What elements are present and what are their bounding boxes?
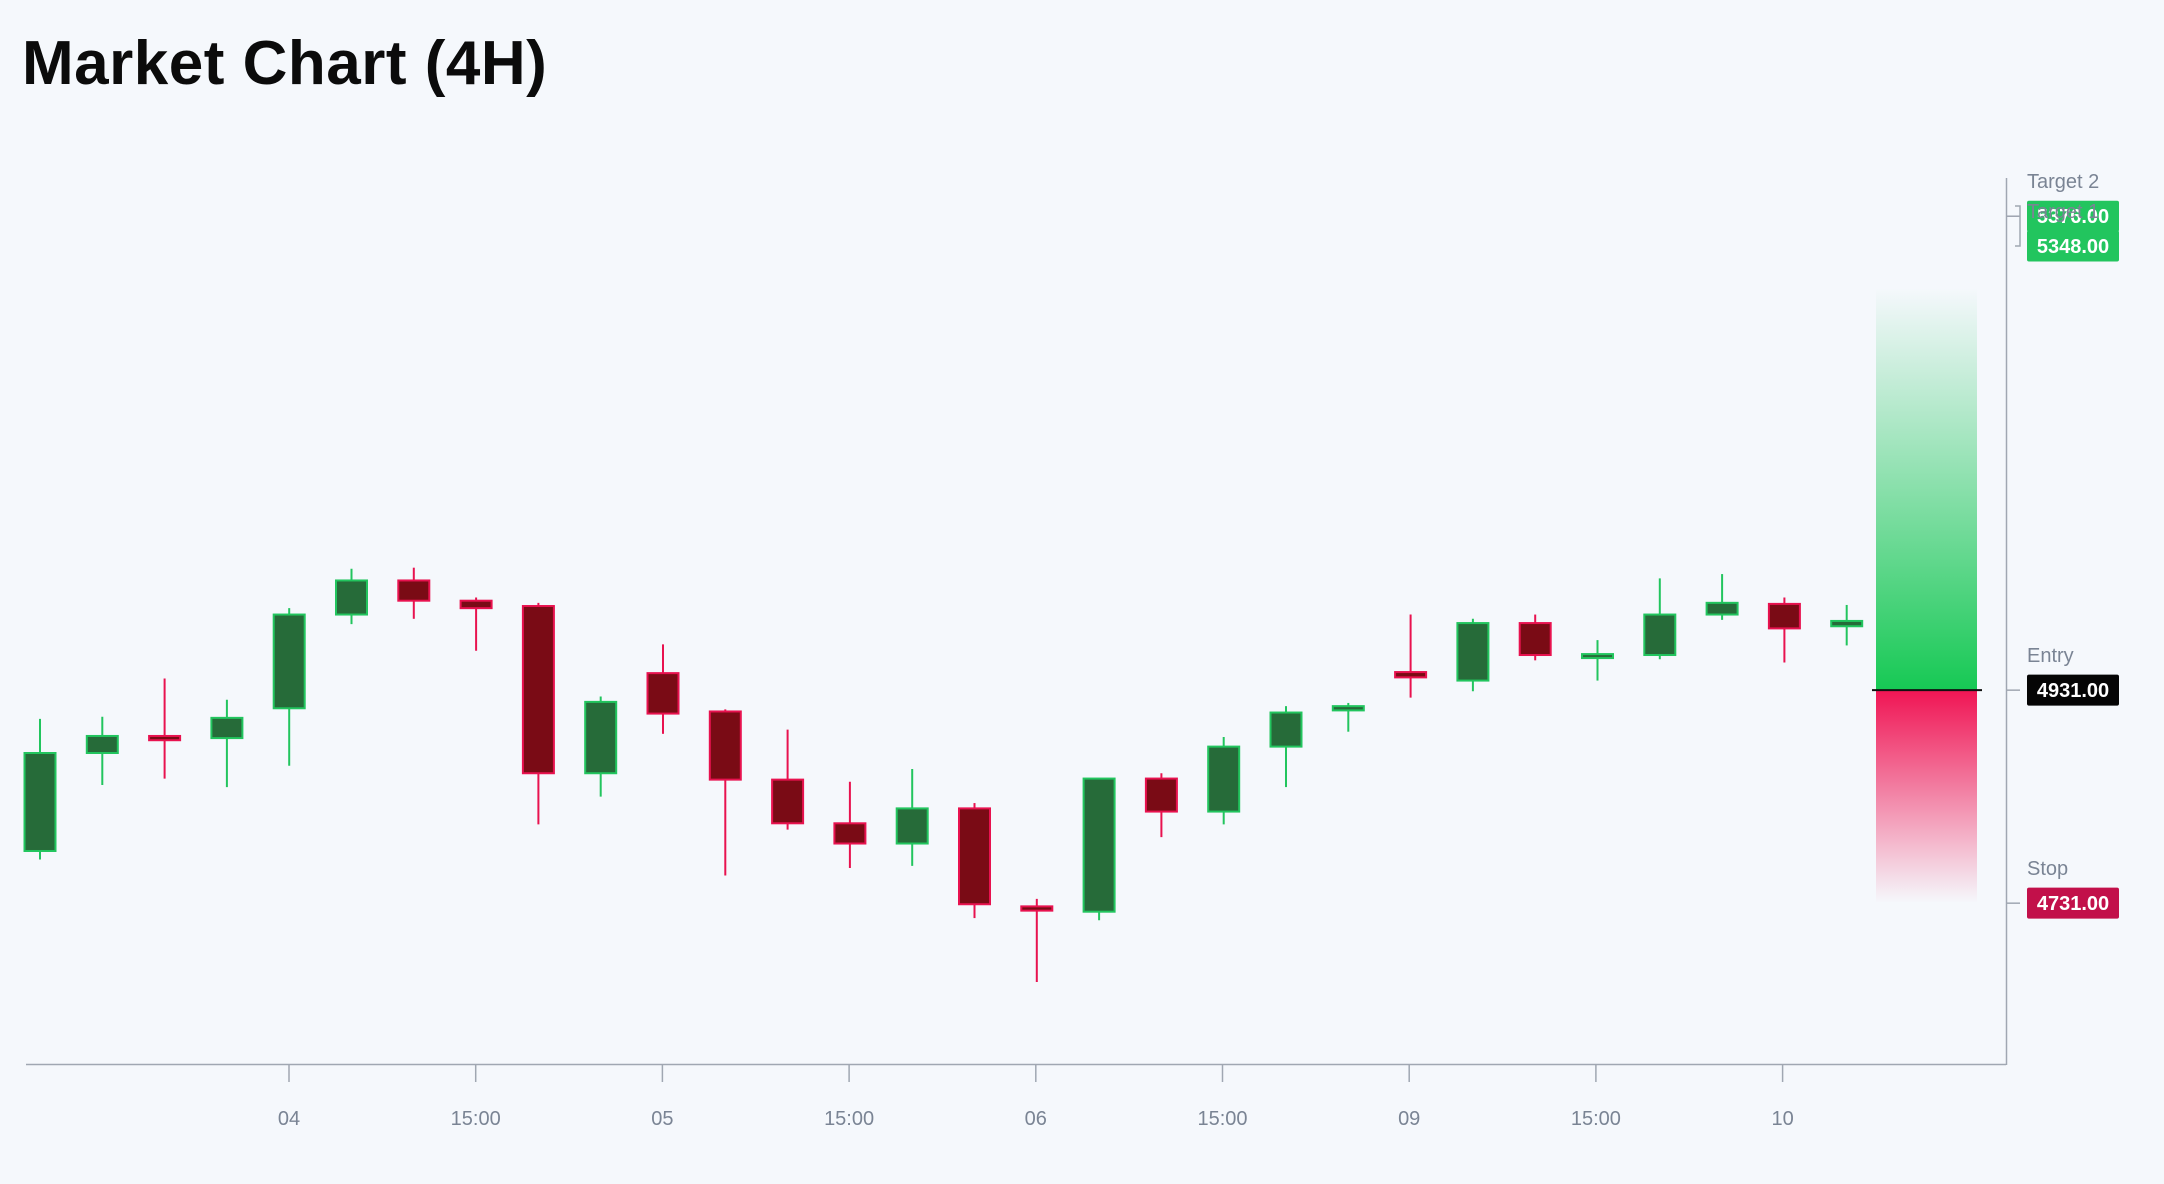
bearish-candle [1518, 614, 1552, 661]
candle-body [1581, 653, 1614, 660]
level-name-stop: Stop [2027, 858, 2068, 880]
candle-body [1767, 602, 1801, 630]
bearish-candle [1767, 597, 1801, 663]
bearish-candle [708, 709, 742, 876]
candle-body [23, 752, 57, 852]
x-tick-label: 10 [1771, 1108, 1793, 1130]
risk-zone [1876, 690, 1977, 904]
candle-body [958, 807, 991, 906]
bullish-candle [85, 716, 119, 785]
bullish-candle [210, 699, 244, 788]
bearish-candle [1394, 614, 1428, 698]
bullish-candle [1643, 578, 1677, 660]
bearish-candle [646, 644, 680, 734]
candle-body [1207, 745, 1241, 813]
bearish-candle [771, 729, 805, 830]
candle-body [584, 700, 618, 775]
candle-body [895, 807, 929, 845]
x-tick-label: 15:00 [1197, 1108, 1247, 1130]
candles [23, 567, 1864, 982]
level-name-target2: Target 2 [2027, 171, 2099, 193]
level-value-stop: 4731.00 [2037, 893, 2109, 915]
bearish-candle [459, 597, 493, 651]
candle-body [833, 822, 867, 845]
bearish-candle [148, 678, 182, 779]
bullish-candle [584, 696, 618, 797]
bullish-candle [1705, 574, 1739, 620]
x-tick-label: 04 [278, 1108, 300, 1130]
x-tick-label: 15:00 [824, 1108, 874, 1130]
reward-zone [1876, 288, 1977, 691]
candle-body [1643, 613, 1677, 657]
bullish-candle [1269, 706, 1303, 788]
candle-body [335, 579, 368, 616]
bullish-candle [1207, 737, 1241, 825]
candle-body [1705, 601, 1739, 616]
bearish-candle [521, 602, 555, 825]
x-tick-label: 15:00 [451, 1108, 501, 1130]
level-value-target1: 5348.00 [2037, 236, 2109, 258]
bearish-candle [833, 781, 867, 869]
bullish-candle [1456, 618, 1490, 692]
candle-body [1518, 622, 1552, 657]
candle-body [397, 579, 431, 602]
candle-body [1082, 777, 1116, 913]
candle-body [1144, 777, 1178, 813]
level-value-entry: 4931.00 [2037, 680, 2109, 702]
level-value-target2: 5376.00 [2037, 206, 2109, 228]
candle-body [1269, 711, 1303, 748]
bearish-candle [1144, 773, 1178, 838]
candle-body [210, 716, 244, 740]
level-name-target1: Target 1 [2027, 201, 2099, 223]
x-tick-label: 06 [1025, 1108, 1047, 1130]
candle-body [521, 605, 555, 775]
x-tick-label: 15:00 [1571, 1108, 1621, 1130]
bullish-candle [895, 768, 929, 866]
x-tick-label: 05 [651, 1108, 673, 1130]
bullish-candle [272, 608, 306, 766]
bearish-candle [397, 567, 431, 619]
level-badge-target2 [2027, 200, 2119, 232]
level-badge-entry [2027, 674, 2119, 706]
level-name-entry: Entry [2027, 645, 2074, 667]
bearish-candle [1020, 898, 1054, 982]
bearish-candle [958, 803, 991, 919]
axes: 04 15:00 05 15:00 06 15:00 09 15:00 10 [26, 178, 2008, 1130]
candle-body [85, 734, 119, 755]
candle-body [148, 734, 182, 742]
candle-body [1456, 622, 1490, 682]
candle-body [646, 672, 680, 715]
risk-reward-zone [1872, 288, 1982, 904]
bullish-candle [1581, 640, 1614, 681]
candle-body [1331, 705, 1365, 712]
candle-body [1830, 619, 1864, 628]
bullish-candle [335, 568, 368, 625]
candle-body [708, 710, 742, 781]
bullish-candle [23, 718, 57, 860]
bullish-candle [1331, 702, 1365, 732]
candle-body [771, 778, 805, 825]
x-tick-label: 09 [1398, 1108, 1420, 1130]
level-badge-stop [2027, 887, 2119, 919]
target-bracket [2006, 205, 2021, 247]
candle-body [1394, 671, 1428, 679]
candle-body [459, 599, 493, 610]
bullish-candle [1830, 604, 1864, 646]
chart-title: Market Chart (4H) [22, 29, 548, 98]
candle-body [272, 613, 306, 710]
bullish-candle [1082, 777, 1116, 921]
level-badge-target1 [2027, 230, 2119, 262]
candle-body [1020, 905, 1054, 912]
